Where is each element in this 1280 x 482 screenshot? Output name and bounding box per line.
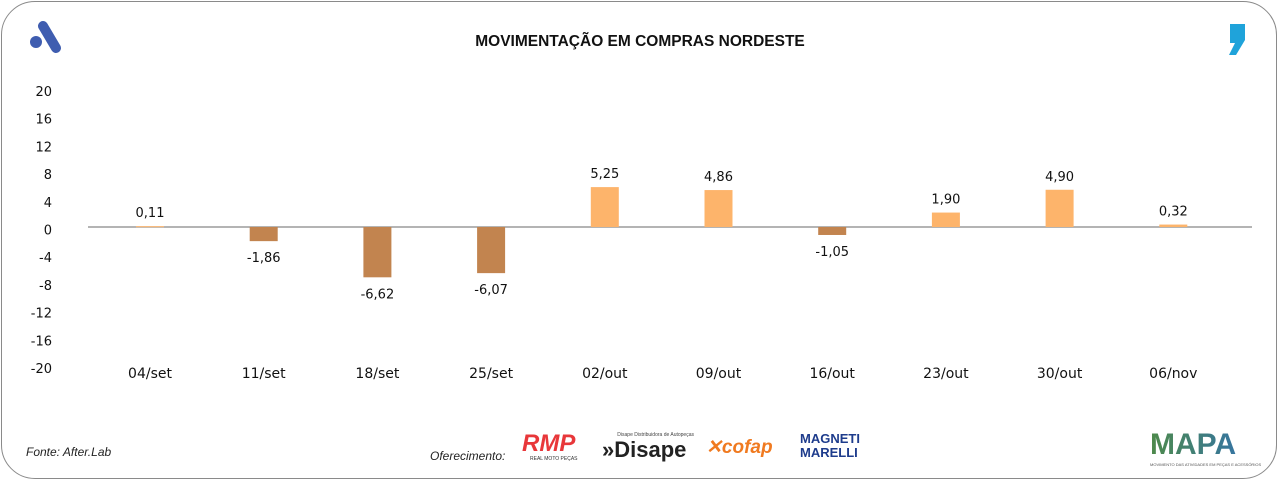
bar	[136, 226, 164, 228]
x-tick-label: 04/set	[128, 366, 172, 382]
data-label: 0,32	[1159, 205, 1188, 220]
x-tick-label: 18/set	[355, 366, 399, 382]
data-label: 4,86	[704, 170, 733, 185]
bar-chart: 20 16 12 8 4 0 -4 -8 -12 -16 -20 0,11 04/set -1,86 11/…	[31, 85, 1252, 382]
y-tick-label: 20	[35, 85, 52, 100]
source-note: Fonte: After.Lab	[26, 445, 112, 459]
x-tick-label: 11/set	[242, 366, 286, 382]
sponsor-label: Oferecimento:	[430, 449, 506, 463]
x-tick-label: 25/set	[469, 366, 513, 382]
bar	[590, 187, 619, 227]
disape-logo: Disape Distribuidora de Autopeças »Disap…	[602, 432, 694, 462]
x-tick-label: 16/out	[809, 366, 855, 382]
x-tick-label: 23/out	[923, 366, 969, 382]
marelli-line: MARELLI	[800, 445, 858, 460]
bar	[363, 227, 392, 278]
x-tick-label: 02/out	[582, 366, 628, 382]
data-label: -6,07	[474, 283, 508, 298]
data-label: -6,62	[361, 287, 395, 302]
disape-sponsor-name: Disape Distribuidora de Autopeças	[617, 432, 694, 438]
brand-logo-icon	[30, 21, 61, 53]
y-tick-label: 8	[44, 168, 52, 183]
rmp-logo-mark: RMP	[522, 430, 576, 457]
data-label: -1,05	[815, 245, 849, 260]
magneti-line: MAGNETI	[800, 431, 860, 446]
y-tick-label: -8	[39, 279, 52, 294]
y-tick-label: 4	[44, 196, 52, 211]
comma-icon	[1229, 24, 1245, 55]
bar	[249, 227, 278, 242]
chart-title: MOVIMENTAÇÃO EM COMPRAS NORDESTE	[475, 33, 805, 50]
bar	[1159, 224, 1188, 227]
y-tick-label: -16	[31, 334, 52, 349]
magneti-marelli-logo: MAGNETI MARELLI	[800, 432, 860, 460]
mapa-logo-subtitle: MOVIMENTO DAS ATIVIDADES EM PEÇAS E ACES…	[1150, 462, 1262, 467]
rmp-logo: RMP REAL MOTO PEÇAS	[522, 430, 578, 462]
x-tick-label: 06/nov	[1149, 366, 1197, 382]
y-tick-label: 16	[35, 113, 52, 128]
data-label: 5,25	[590, 167, 619, 182]
y-tick-label: -12	[31, 307, 52, 322]
rmp-logo-tagline: REAL MOTO PEÇAS	[530, 456, 578, 462]
bar	[818, 227, 847, 235]
bar	[1045, 189, 1074, 227]
mapa-logo-mark: MAPA	[1150, 430, 1261, 460]
y-tick-label: -20	[31, 362, 52, 377]
bar	[704, 190, 733, 227]
data-label: 1,90	[931, 193, 960, 208]
y-tick-label: 12	[35, 140, 52, 155]
bar	[931, 212, 960, 227]
y-tick-label: 0	[44, 224, 52, 239]
x-tick-label: 09/out	[696, 366, 742, 382]
data-label: -1,86	[247, 251, 281, 266]
data-label: 0,11	[136, 206, 165, 221]
y-tick-label: -4	[39, 251, 52, 266]
x-tick-label: 30/out	[1037, 366, 1083, 382]
data-label: 4,90	[1045, 170, 1074, 185]
cofap-logo: ✕cofap	[706, 437, 773, 458]
mapa-logo: MAPA MOVIMENTO DAS ATIVIDADES EM PEÇAS E…	[1150, 430, 1261, 467]
disape-logo-mark: »Disape	[602, 437, 687, 462]
bar	[477, 227, 506, 274]
